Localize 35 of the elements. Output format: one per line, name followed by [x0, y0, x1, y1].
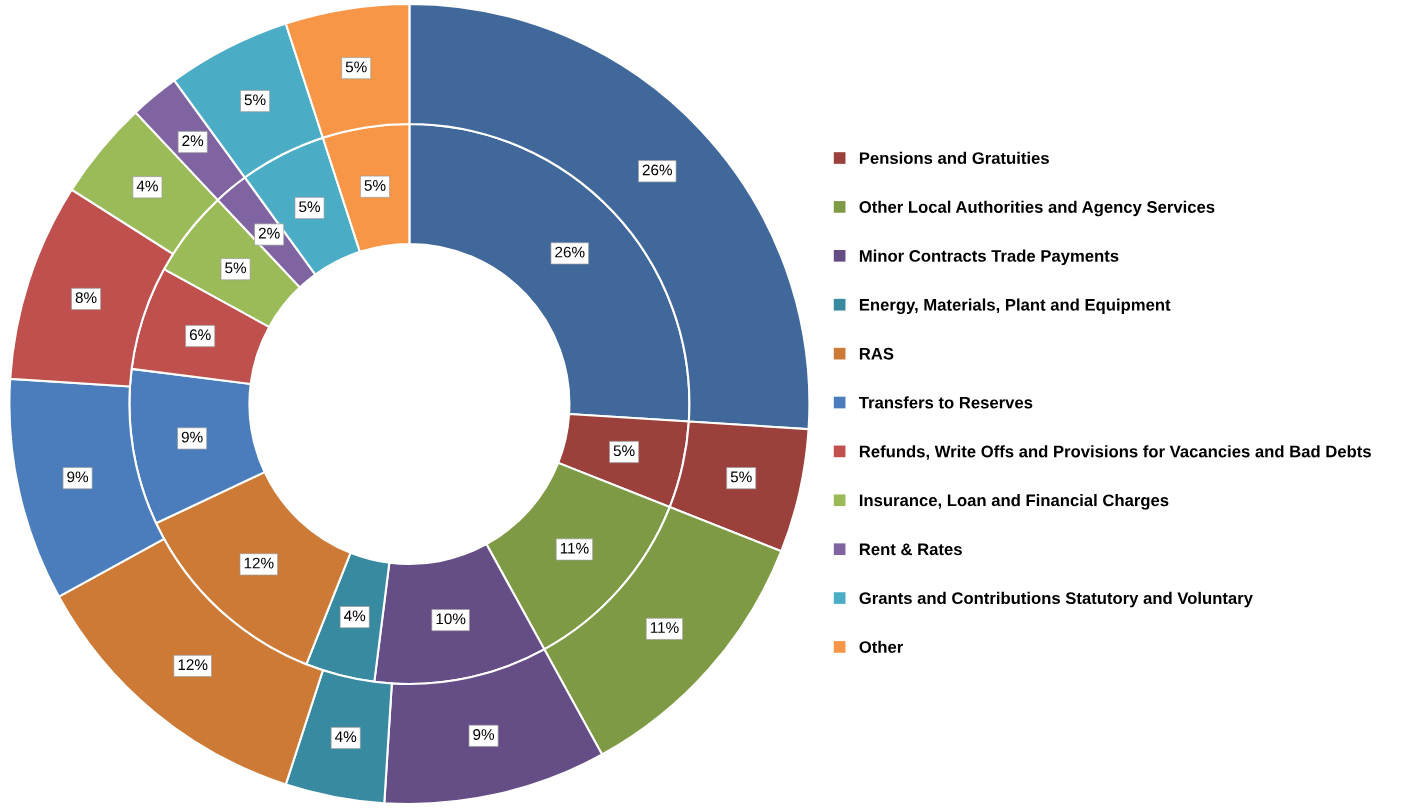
legend-label: Insurance, Loan and Financial Charges	[859, 494, 1169, 510]
data-label: 5%	[225, 262, 247, 274]
data-label: 11%	[650, 622, 679, 633]
data-label: 6%	[189, 329, 211, 341]
data-label: 9%	[181, 431, 203, 443]
data-label: 26%	[555, 246, 585, 258]
data-label: 2%	[182, 135, 204, 147]
data-label: 5%	[613, 445, 635, 457]
data-label: 2%	[258, 227, 280, 239]
data-label: 12%	[244, 557, 274, 569]
data-label: 5%	[364, 180, 386, 191]
legend-label: Minor Contracts Trade Payments	[859, 249, 1119, 266]
data-label: 5%	[299, 201, 321, 213]
legend-label: Refunds, Write Offs and Provisions for Vacancies and Bad Debts	[859, 445, 1371, 460]
data-label: 4%	[344, 610, 366, 622]
data-label: 26%	[642, 164, 672, 176]
data-label: 5%	[730, 471, 752, 483]
data-label: 4%	[136, 180, 158, 192]
data-label: 5%	[345, 61, 367, 73]
data-label: 4%	[335, 731, 357, 743]
legend-label: Other	[859, 640, 903, 653]
data-label: 11%	[560, 542, 589, 554]
legend-label: Rent & Rates	[859, 543, 962, 556]
data-label: 10%	[436, 613, 466, 625]
data-label: 9%	[473, 729, 495, 740]
legend-label: Grants and Contributions Statutory and Voluntary	[859, 591, 1253, 608]
legend-label: Energy, Materials, Plant and Equipment	[859, 298, 1171, 315]
data-label: 8%	[75, 292, 97, 304]
legend-label: Pensions and Gratuities	[859, 151, 1049, 165]
data-label: 5%	[244, 94, 266, 106]
legend-label: Transfers to Reserves	[858, 396, 1033, 409]
data-label: 9%	[67, 471, 89, 483]
legend-label: RAS	[859, 347, 894, 360]
legend-label: Other Local Authorities and Agency Services	[859, 200, 1215, 217]
data-label: 12%	[178, 659, 208, 671]
